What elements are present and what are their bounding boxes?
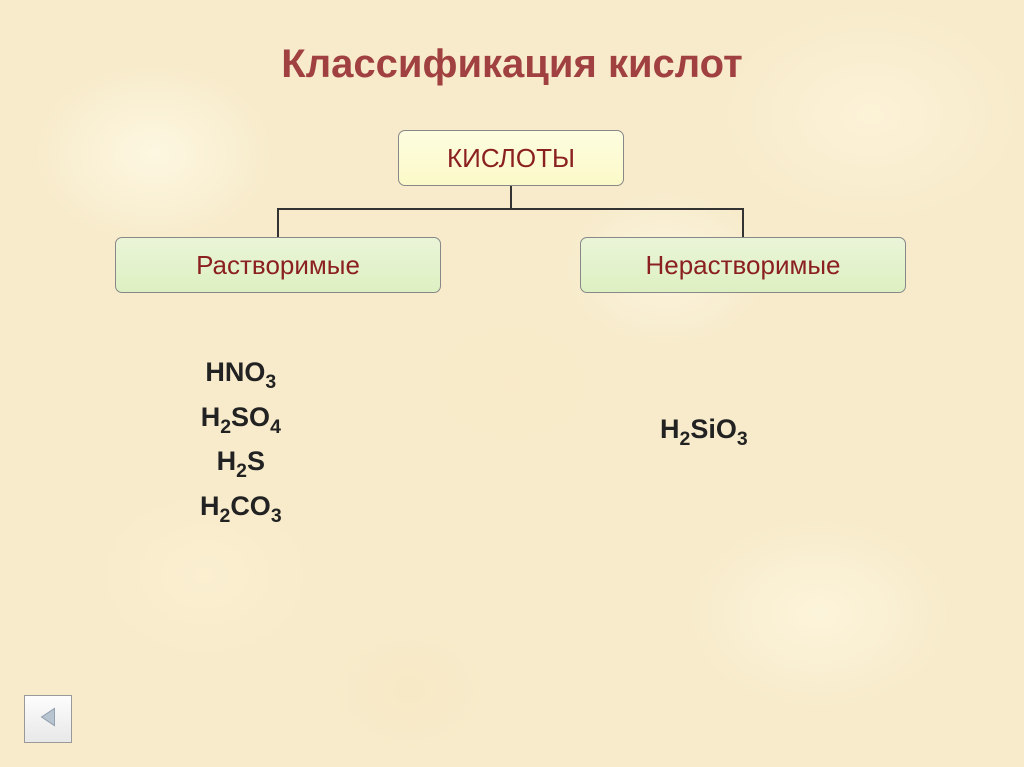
root-label: КИСЛОТЫ	[447, 143, 575, 174]
connector-drop-left	[277, 208, 279, 237]
slide-background	[0, 0, 1024, 767]
formula-item: H2CO3	[200, 486, 282, 531]
page-title: Классификация кислот	[0, 42, 1024, 87]
prev-slide-button[interactable]	[24, 695, 72, 743]
connector-drop-right	[742, 208, 744, 237]
formula-item: H2SiO3	[660, 409, 748, 454]
formula-item: H2S	[200, 441, 282, 486]
child-left-label: Растворимые	[196, 250, 360, 281]
child-right-label: Нерастворимые	[645, 250, 840, 281]
diagram-root-node: КИСЛОТЫ	[398, 130, 624, 186]
formula-item: H2SO4	[200, 397, 282, 442]
connector-stem	[510, 186, 512, 208]
diagram-child-right: Нерастворимые	[580, 237, 906, 293]
arrow-left-icon	[35, 704, 61, 735]
formulas-left-group: HNO3 H2SO4 H2S H2CO3	[200, 352, 282, 530]
connector-hbar	[277, 208, 744, 210]
formulas-right-group: H2SiO3	[660, 409, 748, 454]
diagram-child-left: Растворимые	[115, 237, 441, 293]
formula-item: HNO3	[200, 352, 282, 397]
